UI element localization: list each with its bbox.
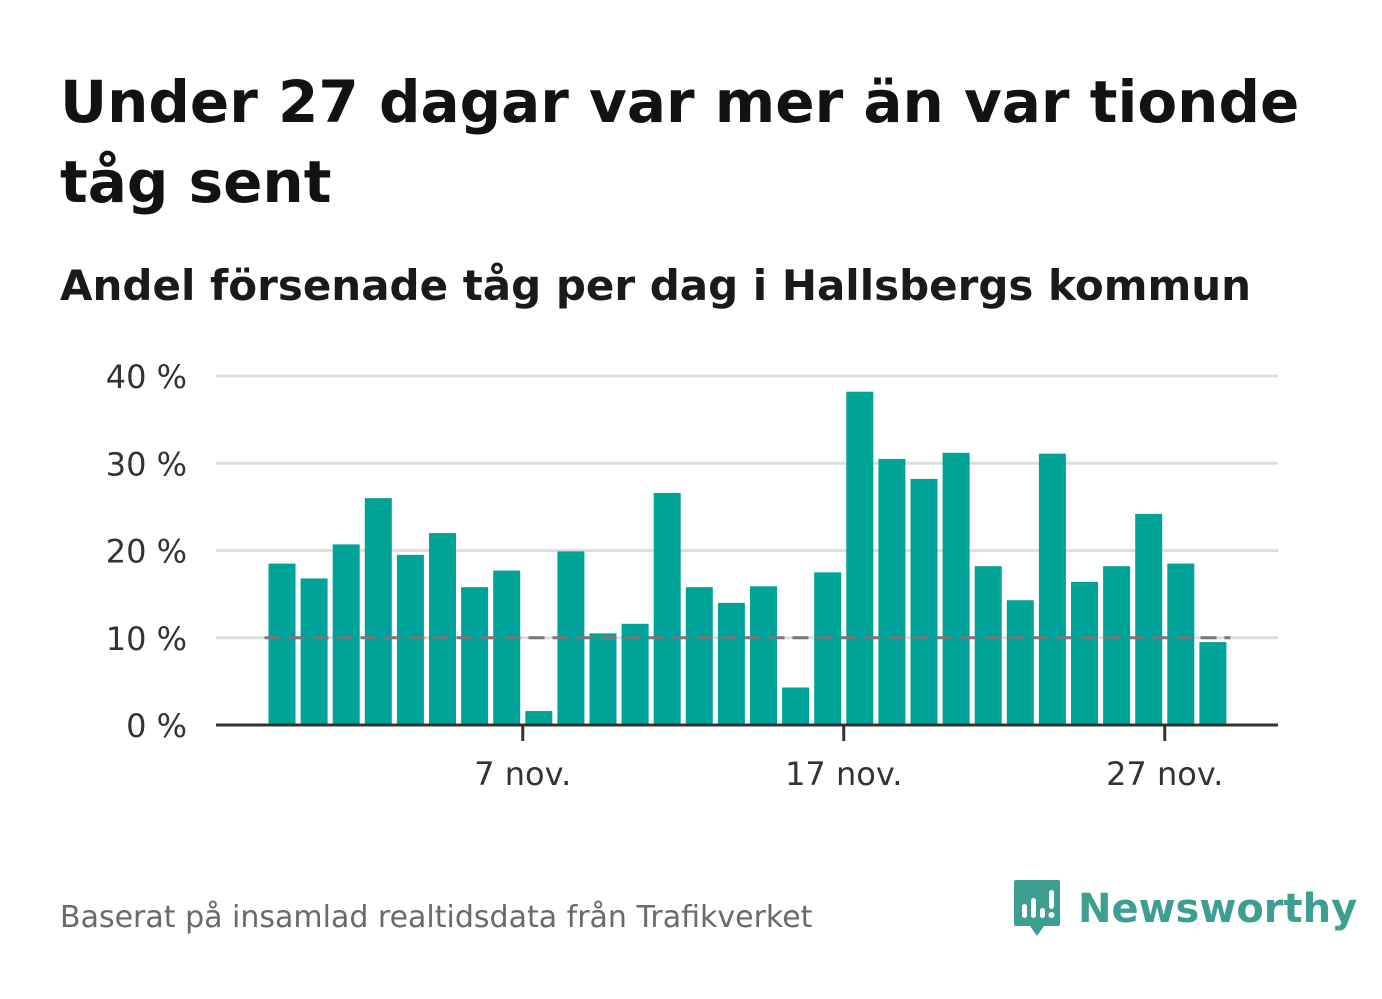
bar [910,478,938,725]
brand-logo: Newsworthy [1012,878,1357,940]
y-tick-label: 0 % [126,707,187,745]
bar [525,711,553,725]
bar [653,492,681,725]
bar [1006,600,1034,725]
bar [621,623,649,725]
bar [974,566,1002,725]
bar [1071,581,1098,725]
bar [846,391,874,725]
y-tick-label: 40 % [106,358,187,396]
x-tick-label: 7 nov. [474,755,571,793]
bar [364,498,392,725]
bar [493,570,521,725]
bar [332,544,360,725]
y-tick-label: 30 % [106,445,187,483]
bar [1103,566,1131,725]
newsworthy-logo-icon [1014,880,1060,936]
y-axis-labels: 0 % 10 % 20 % 30 % 40 % [106,358,187,745]
bar [685,587,713,725]
brand-name: Newsworthy [1078,886,1358,932]
y-tick-label: 20 % [106,533,187,571]
bar [942,452,970,725]
bar [1038,453,1066,725]
bar [782,687,810,725]
bar [717,602,745,725]
bar [1135,513,1163,725]
bar [750,586,777,725]
chart-title: Under 27 dagar var mer än var tionde tåg… [60,68,1300,216]
bar [396,554,424,725]
bar [1199,642,1227,725]
x-tick-label: 17 nov. [785,755,902,793]
bar [589,633,617,725]
bar [300,578,328,725]
bars [268,391,1227,725]
bar [268,563,296,725]
bar [1167,563,1195,725]
y-tick-label: 10 % [106,620,187,658]
bar [878,458,906,725]
bar [814,572,842,725]
bar-chart: 0 % 10 % 20 % 30 % 40 % 7 nov. 17 nov. 27 nov. [106,358,1278,793]
bar [461,587,489,725]
x-axis: 7 nov. 17 nov. 27 nov. [216,723,1278,793]
source-note: Baserat på insamlad realtidsdata från Tr… [60,900,813,935]
bar [429,533,456,725]
x-tick-label: 27 nov. [1106,755,1223,793]
chart-subtitle: Andel försenade tåg per dag i Hallsbergs… [60,261,1252,310]
